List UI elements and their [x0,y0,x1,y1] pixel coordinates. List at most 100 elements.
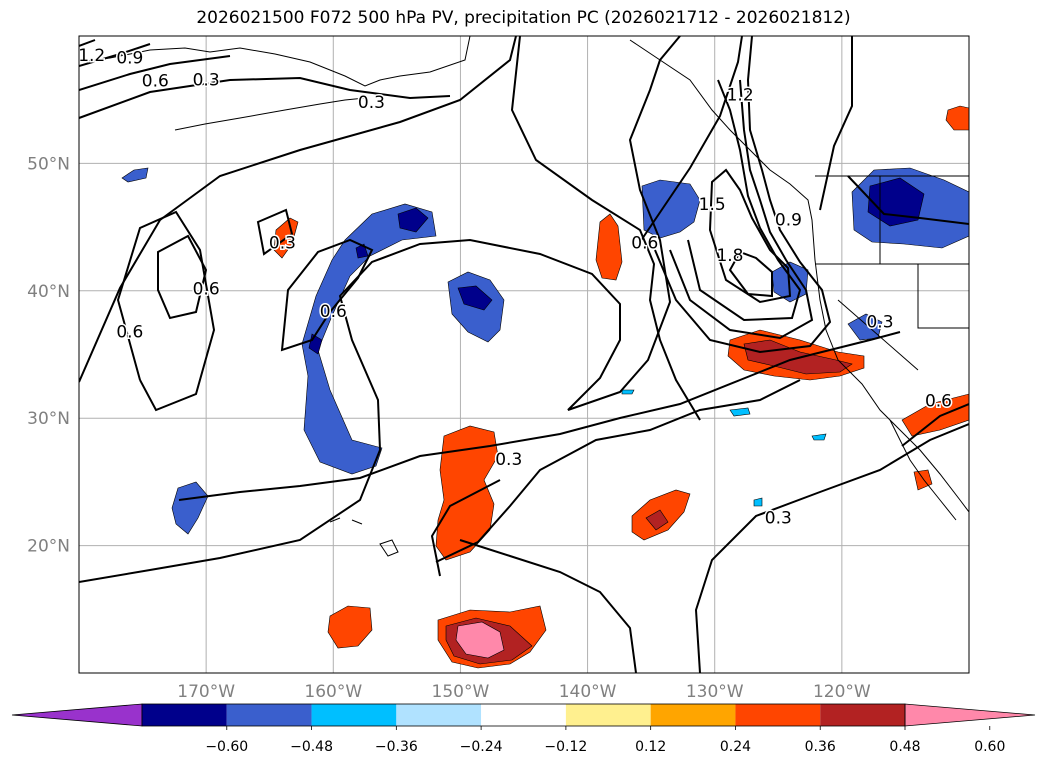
colorbar-tick-label: −0.36 [375,739,418,755]
colorbar-tick-label: 0.60 [974,739,1005,755]
colorbar-segment [820,704,905,726]
pv-contour-0.3-lower [694,423,969,673]
pv-contour-0.6-north [79,55,231,91]
colorbar-tick-label: −0.48 [290,739,333,755]
contour-label: 1.2 [727,86,754,106]
pv-contour-0.3-south [435,379,801,563]
pv-contour-0.3-main [79,36,517,383]
aleutian-islands [174,97,366,131]
colorbar-tick-label: −0.60 [205,739,248,755]
colorbar-segment [565,704,651,726]
latitude-tick-label: 50°N [27,154,70,174]
plot-frame [78,35,970,674]
latitude-tick-label: 30°N [27,409,70,429]
pv-contour-0.3-subtropical [178,331,901,501]
contour-label: 0.9 [116,49,143,69]
contour-label: 0.9 [775,210,802,230]
colorbar-tick-label: 0.12 [635,739,666,755]
pv-contour-0.9-ridge [654,36,832,354]
pv-contour-0.3-hook [256,208,294,256]
latitude-tick-label: 40°N [27,282,70,302]
pv-contour-0.3-arc [430,479,501,577]
colorbar-segment [226,704,312,726]
pv-contour-1.2-ridge [669,79,814,340]
precip-negative-region [171,481,209,535]
contour-label: 1.2 [78,46,105,66]
precip-negative-region [811,433,827,441]
pv-contour-1.2-north [79,39,96,47]
latitude-tick-labels: 50°N 40°N 30°N 20°N [27,154,70,556]
colorbar-tick-label: −0.12 [544,739,587,755]
contour-label: 1.8 [716,246,743,266]
contour-label: 0.6 [320,302,347,322]
contour-label: 0.6 [925,391,952,411]
baja-coastline [889,419,957,521]
precip-negative-region [121,167,149,183]
longitude-tick-labels: 170°W 160°W 150°W 140°W 130°W 120°W [177,682,871,702]
longitude-tick-label: 170°W [177,682,235,702]
colorbar-segment [481,704,566,726]
contour-label: 0.6 [142,72,169,92]
north-american-coast [629,39,969,513]
pv-contour-0.9-north [79,43,151,67]
precip-positive-region [945,105,969,131]
colorbar-outline [141,703,906,727]
pv-contour-0.3-gyre [79,36,681,583]
colorbar-segment [396,704,482,726]
longitude-tick-label: 160°W [304,682,362,702]
pv-contour-1.5-trough [687,79,802,322]
longitude-tick-label: 140°W [559,682,617,702]
longitude-tick-label: 130°W [686,682,744,702]
pv-contour-0.3-lower2 [459,539,637,673]
precip-positive-region [455,621,505,659]
contour-label: 0.3 [765,509,792,529]
pv-contours [79,36,969,673]
aleutian-coastline [79,36,471,87]
precip-negative-region [397,207,429,233]
precip-negative-region [847,313,883,341]
precip-negative-region [621,389,635,395]
colorbar-tick-label: 0.24 [720,739,751,755]
contour-label: 0.6 [193,279,220,299]
precip-positive-region [645,509,669,531]
pv-contour-0.9-west [157,234,208,320]
precip-shading [121,105,969,669]
pv-contour-0.6-hook [280,238,374,352]
map-title: 2026021500 F072 500 hPa PV, precipitatio… [196,8,851,28]
contour-label: 0.3 [269,233,296,253]
precip-positive-region [327,605,373,649]
pv-contour-0.6-east [847,175,969,225]
latitude-tick-label: 20°N [27,537,70,557]
colorbar: −0.60 −0.48 −0.36 −0.24 −0.12 0.12 0.24 0.36 0.4… [11,703,1036,755]
precip-negative-region [867,177,925,227]
contour-label: 0.3 [866,312,893,332]
longitude-tick-label: 150°W [432,682,490,702]
colorbar-tick-label: 0.48 [889,739,920,755]
contour-label: 0.6 [116,323,143,343]
pv-contour-0.6-ridge [639,36,743,243]
precip-negative-region [301,203,437,475]
map-plot-area: 1.2 0.9 0.6 0.3 0.3 0.3 0.6 0.6 0.6 0.6 1.5 1.2 1.8 0… [78,36,969,673]
pv-contour-0.6-west [116,210,216,412]
precip-positive-region [901,393,969,437]
colorbar-segment [735,704,821,726]
pv-contour-2.1-trough [728,250,773,298]
contour-label: 0.3 [193,70,220,90]
colorbar-underflow-arrow [11,703,143,727]
colorbar-tick-label: 0.36 [805,739,836,755]
precip-negative-region [753,497,763,507]
precip-negative-region [641,179,701,239]
longitude-tick-label: 120°W [813,682,871,702]
contour-label-layer: 1.2 0.9 0.6 0.3 0.3 0.3 0.6 0.6 0.6 0.6 1.5 1.2 1.8 0… [78,45,954,530]
pv-contour-0.3-north [79,76,451,119]
precip-positive-region [595,213,623,281]
colorbar-segment [142,704,227,726]
pv-contour-0.3-northeast [819,36,853,211]
contour-label: 0.3 [358,93,385,113]
pv-contour-0.6-southeast [901,403,969,447]
pv-contour-0.3-east [510,36,701,421]
hawaii-islands [329,517,399,557]
colorbar-segment [311,704,397,726]
colorbar-tick-label: −0.24 [460,739,503,755]
